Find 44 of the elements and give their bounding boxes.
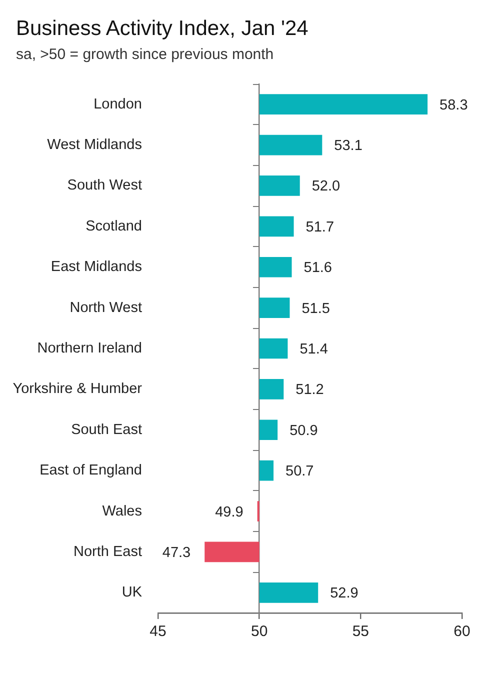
x-tick-label: 50 [250, 623, 268, 640]
x-tick-label: 55 [352, 623, 370, 640]
bar [259, 134, 322, 156]
y-tick-label: North West [70, 300, 142, 316]
data-label: 51.6 [304, 260, 332, 276]
bar [259, 298, 290, 318]
y-tick-label: West Midlands [47, 137, 142, 154]
data-label: 50.7 [286, 464, 314, 480]
chart-title: Business Activity Index, Jan '24 [16, 17, 308, 41]
bar [204, 542, 260, 562]
data-label: 52.9 [330, 586, 358, 602]
bar [259, 460, 274, 481]
data-label: 53.1 [334, 138, 362, 154]
x-tick-label: 60 [454, 623, 470, 640]
bar [259, 216, 294, 237]
data-label: 52.0 [312, 178, 340, 195]
bar [259, 582, 318, 603]
y-tick-label: Yorkshire & Humber [12, 381, 142, 398]
bar [259, 256, 292, 278]
data-label: 51.5 [302, 300, 330, 317]
x-tick-label: 45 [150, 623, 166, 640]
bar [259, 379, 284, 400]
data-label: 58.3 [440, 97, 468, 114]
y-tick-label: North East [74, 544, 142, 560]
data-label: 47.3 [162, 544, 191, 561]
y-tick-label: East of England [40, 462, 142, 479]
data-label: 51.7 [306, 219, 334, 236]
data-label: 51.2 [296, 382, 324, 398]
data-label: 49.9 [215, 504, 244, 520]
bar [259, 94, 428, 115]
bar [259, 420, 278, 440]
chart-subtitle: sa, >50 = growth since previous month [16, 46, 274, 63]
y-tick-label: UK [122, 584, 142, 601]
y-tick-label: London [94, 96, 142, 112]
data-label: 51.4 [300, 342, 328, 358]
y-tick-label: Northern Ireland [37, 340, 142, 356]
y-tick-label: South East [71, 422, 142, 438]
y-tick-label: Wales [102, 503, 142, 520]
y-tick-label: South West [67, 178, 142, 194]
y-tick-label: Scotland [86, 218, 142, 234]
y-tick-label: East Midlands [50, 259, 142, 276]
bar [259, 338, 288, 359]
bar [259, 176, 300, 196]
data-label: 50.9 [290, 422, 318, 439]
